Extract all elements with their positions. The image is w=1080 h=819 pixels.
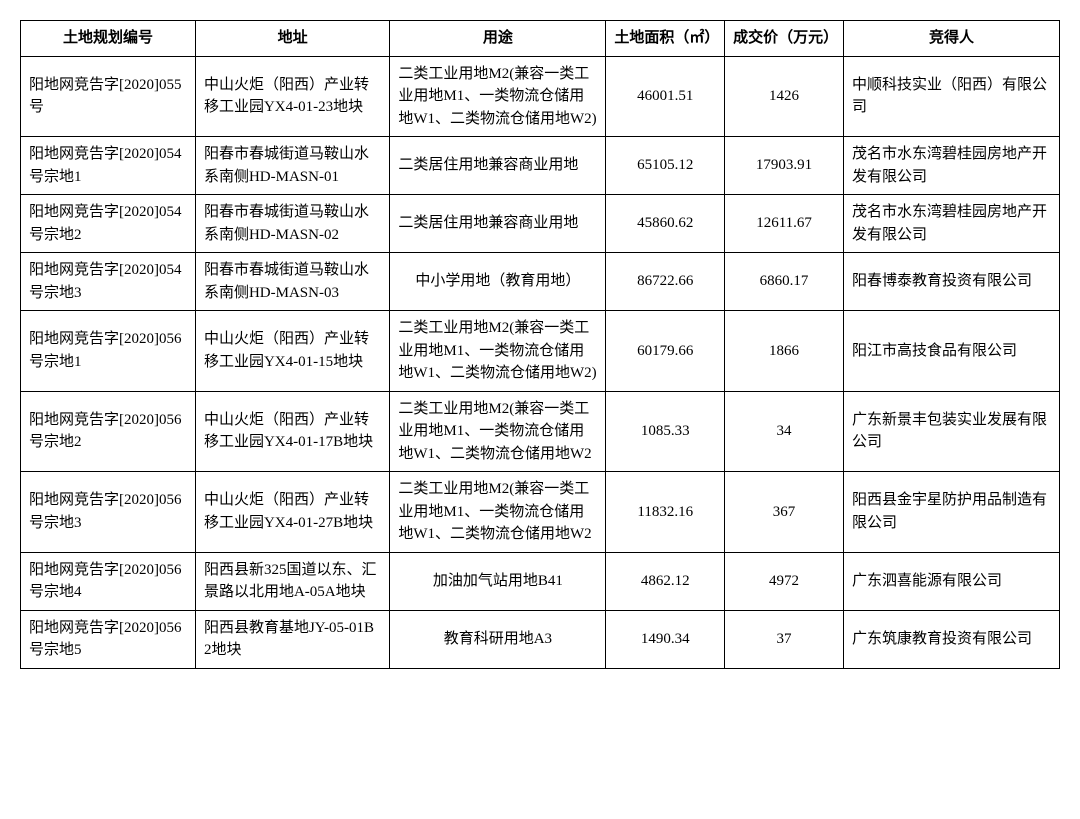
cell-price: 37 [725,610,844,668]
table-body: 阳地网竞告字[2020]055号中山火炬（阳西）产业转移工业园YX4-01-23… [21,56,1060,668]
th-plan-no: 土地规划编号 [21,21,196,57]
cell-address: 中山火炬（阳西）产业转移工业园YX4-01-17B地块 [195,391,389,472]
cell-address: 阳西县新325国道以东、汇景路以北用地A-05A地块 [195,552,389,610]
cell-buyer: 阳春博泰教育投资有限公司 [843,253,1059,311]
cell-price: 1866 [725,311,844,392]
cell-price: 6860.17 [725,253,844,311]
cell-address: 阳春市春城街道马鞍山水系南侧HD-MASN-02 [195,195,389,253]
cell-buyer: 茂名市水东湾碧桂园房地产开发有限公司 [843,195,1059,253]
table-header-row: 土地规划编号 地址 用途 土地面积（㎡） 成交价（万元） 竞得人 [21,21,1060,57]
cell-price: 34 [725,391,844,472]
cell-plan_no: 阳地网竞告字[2020]056号宗地3 [21,472,196,553]
cell-use: 二类居住用地兼容商业用地 [390,137,606,195]
cell-buyer: 广东泗喜能源有限公司 [843,552,1059,610]
table-row: 阳地网竞告字[2020]055号中山火炬（阳西）产业转移工业园YX4-01-23… [21,56,1060,137]
cell-address: 中山火炬（阳西）产业转移工业园YX4-01-27B地块 [195,472,389,553]
table-row: 阳地网竞告字[2020]054号宗地3阳春市春城街道马鞍山水系南侧HD-MASN… [21,253,1060,311]
cell-price: 12611.67 [725,195,844,253]
th-address: 地址 [195,21,389,57]
cell-area: 1490.34 [606,610,725,668]
cell-use: 二类工业用地M2(兼容一类工业用地M1、一类物流仓储用地W1、二类物流仓储用地W… [390,56,606,137]
cell-use: 教育科研用地A3 [390,610,606,668]
cell-plan_no: 阳地网竞告字[2020]056号宗地1 [21,311,196,392]
cell-plan_no: 阳地网竞告字[2020]056号宗地5 [21,610,196,668]
cell-plan_no: 阳地网竞告字[2020]056号宗地2 [21,391,196,472]
cell-use: 二类工业用地M2(兼容一类工业用地M1、一类物流仓储用地W1、二类物流仓储用地W… [390,311,606,392]
cell-buyer: 广东筑康教育投资有限公司 [843,610,1059,668]
cell-plan_no: 阳地网竞告字[2020]056号宗地4 [21,552,196,610]
cell-area: 60179.66 [606,311,725,392]
cell-buyer: 广东新景丰包装实业发展有限公司 [843,391,1059,472]
cell-area: 46001.51 [606,56,725,137]
cell-area: 86722.66 [606,253,725,311]
cell-use: 二类居住用地兼容商业用地 [390,195,606,253]
cell-use: 加油加气站用地B41 [390,552,606,610]
table-row: 阳地网竞告字[2020]054号宗地2阳春市春城街道马鞍山水系南侧HD-MASN… [21,195,1060,253]
th-buyer: 竞得人 [843,21,1059,57]
cell-use: 二类工业用地M2(兼容一类工业用地M1、一类物流仓储用地W1、二类物流仓储用地W… [390,391,606,472]
cell-area: 11832.16 [606,472,725,553]
cell-plan_no: 阳地网竞告字[2020]054号宗地1 [21,137,196,195]
cell-address: 阳西县教育基地JY-05-01B2地块 [195,610,389,668]
cell-use: 二类工业用地M2(兼容一类工业用地M1、一类物流仓储用地W1、二类物流仓储用地W… [390,472,606,553]
cell-price: 1426 [725,56,844,137]
cell-area: 65105.12 [606,137,725,195]
cell-use: 中小学用地（教育用地） [390,253,606,311]
table-row: 阳地网竞告字[2020]056号宗地2中山火炬（阳西）产业转移工业园YX4-01… [21,391,1060,472]
land-sales-table: 土地规划编号 地址 用途 土地面积（㎡） 成交价（万元） 竞得人 阳地网竞告字[… [20,20,1060,669]
table-row: 阳地网竞告字[2020]056号宗地3中山火炬（阳西）产业转移工业园YX4-01… [21,472,1060,553]
cell-buyer: 中顺科技实业（阳西）有限公司 [843,56,1059,137]
cell-area: 45860.62 [606,195,725,253]
th-price: 成交价（万元） [725,21,844,57]
table-row: 阳地网竞告字[2020]056号宗地1中山火炬（阳西）产业转移工业园YX4-01… [21,311,1060,392]
cell-price: 367 [725,472,844,553]
cell-plan_no: 阳地网竞告字[2020]054号宗地2 [21,195,196,253]
cell-buyer: 阳西县金宇星防护用品制造有限公司 [843,472,1059,553]
cell-plan_no: 阳地网竞告字[2020]055号 [21,56,196,137]
cell-address: 中山火炬（阳西）产业转移工业园YX4-01-15地块 [195,311,389,392]
cell-address: 阳春市春城街道马鞍山水系南侧HD-MASN-01 [195,137,389,195]
table-row: 阳地网竞告字[2020]056号宗地4阳西县新325国道以东、汇景路以北用地A-… [21,552,1060,610]
cell-plan_no: 阳地网竞告字[2020]054号宗地3 [21,253,196,311]
cell-buyer: 茂名市水东湾碧桂园房地产开发有限公司 [843,137,1059,195]
table-row: 阳地网竞告字[2020]054号宗地1阳春市春城街道马鞍山水系南侧HD-MASN… [21,137,1060,195]
cell-price: 17903.91 [725,137,844,195]
cell-area: 1085.33 [606,391,725,472]
th-use: 用途 [390,21,606,57]
cell-address: 中山火炬（阳西）产业转移工业园YX4-01-23地块 [195,56,389,137]
cell-price: 4972 [725,552,844,610]
cell-area: 4862.12 [606,552,725,610]
cell-buyer: 阳江市高技食品有限公司 [843,311,1059,392]
table-row: 阳地网竞告字[2020]056号宗地5阳西县教育基地JY-05-01B2地块教育… [21,610,1060,668]
th-area: 土地面积（㎡） [606,21,725,57]
cell-address: 阳春市春城街道马鞍山水系南侧HD-MASN-03 [195,253,389,311]
